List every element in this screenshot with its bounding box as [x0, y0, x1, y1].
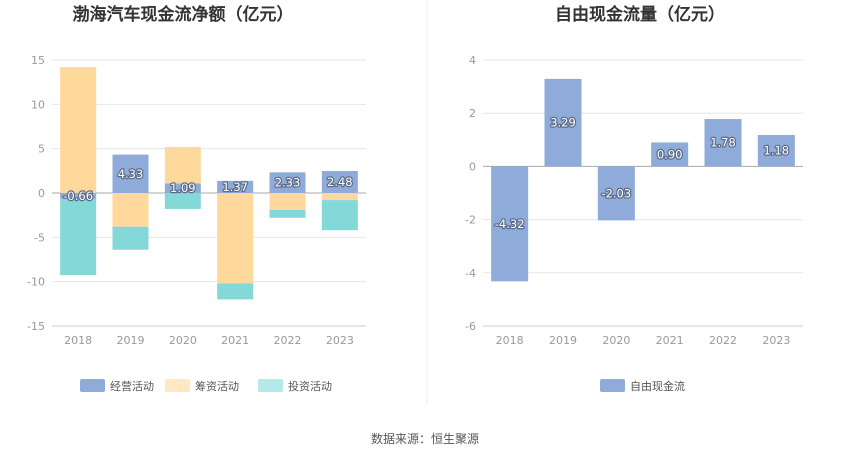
- data-label: 1.18: [764, 144, 790, 158]
- x-tick-label: 2019: [549, 334, 577, 347]
- data-label: 4.33: [118, 167, 144, 181]
- x-tick-label: 2023: [762, 334, 790, 347]
- y-tick-label: 0: [38, 187, 45, 200]
- x-tick-label: 2021: [656, 334, 684, 347]
- legend-label: 筹资活动: [195, 379, 239, 393]
- y-tick-label: 2: [469, 107, 476, 120]
- bar-free-cash-flow-2020: [597, 166, 635, 221]
- y-tick-label: 4: [469, 54, 476, 67]
- bar-free-cash-flow-2022: [704, 119, 742, 167]
- bar-investing-2020: [164, 193, 201, 209]
- cash-flow-net-chart: 渤海汽车现金流净额（亿元） 15 10 5 0 -5 -10 -15 2018 2019 2020 2…: [27, 4, 366, 393]
- data-label: -0.66: [63, 189, 93, 203]
- legend-swatch: [80, 379, 105, 392]
- free-cash-flow-chart: 自由现金流量（亿元） 4 2 0 -2 -4 -6 2018 2019 2020 2021 2022 2…: [465, 4, 803, 393]
- bar-operating-2018: [60, 193, 97, 199]
- legend-label: 投资活动: [288, 379, 332, 393]
- bar-financing-2023: [321, 193, 358, 201]
- bar-free-cash-flow-2019: [544, 78, 582, 167]
- bar-investing-2019: [112, 226, 149, 250]
- bar-operating-2020: [164, 183, 201, 193]
- bar-investing-2018: [60, 198, 97, 276]
- y-tick-label: -5: [34, 231, 45, 244]
- data-label: 1.78: [710, 136, 736, 150]
- bar-financing-2021: [217, 193, 254, 284]
- data-label: 1.09: [170, 181, 196, 195]
- y-tick-label: 10: [31, 98, 45, 111]
- data-label: 0.90: [657, 147, 683, 161]
- bar-financing-2022: [269, 193, 306, 210]
- data-source-note: 数据来源：恒生聚源: [371, 431, 479, 446]
- data-label: 3.29: [550, 116, 576, 130]
- x-tick-label: 2018: [64, 334, 92, 347]
- y-tick-label: -15: [27, 320, 45, 333]
- x-tick-label: 2022: [709, 334, 737, 347]
- data-label: 2.33: [275, 176, 301, 190]
- bar-free-cash-flow-2021: [651, 142, 689, 167]
- chart-title: 自由现金流量（亿元）: [555, 4, 725, 25]
- chart-title: 渤海汽车现金流净额（亿元）: [73, 4, 294, 25]
- data-label: -4.32: [495, 217, 525, 231]
- legend-swatch: [600, 379, 625, 392]
- bar-free-cash-flow-2023: [757, 135, 795, 167]
- y-tick-label: 15: [31, 54, 45, 67]
- bar-financing-2020: [164, 146, 201, 184]
- bar-investing-2021: [217, 283, 254, 300]
- x-tick-label: 2022: [274, 334, 302, 347]
- data-label: 2.48: [327, 175, 353, 189]
- x-tick-label: 2021: [221, 334, 249, 347]
- bar-investing-2022: [269, 209, 306, 218]
- bar-operating-2023: [321, 171, 358, 193]
- x-tick-label: 2020: [602, 334, 630, 347]
- data-label: -2.03: [601, 186, 631, 200]
- bar-financing-2019: [112, 193, 149, 227]
- y-tick-label: 5: [38, 143, 45, 156]
- x-tick-label: 2023: [326, 334, 354, 347]
- x-tick-label: 2020: [169, 334, 197, 347]
- y-tick-label: 0: [469, 160, 476, 173]
- x-tick-label: 2019: [117, 334, 145, 347]
- bar-operating-2022: [269, 172, 306, 193]
- y-tick-label: -4: [465, 267, 476, 280]
- bar-operating-2019: [112, 154, 149, 193]
- data-label: 1.37: [222, 180, 248, 194]
- legend-swatch: [258, 379, 283, 392]
- x-tick-label: 2018: [496, 334, 524, 347]
- bar-free-cash-flow-2018: [491, 166, 529, 282]
- bar-investing-2023: [321, 200, 358, 231]
- legend-label: 经营活动: [110, 379, 154, 393]
- legend-label: 自由现金流: [630, 379, 685, 393]
- legend-swatch: [165, 379, 190, 392]
- bar-operating-2021: [217, 180, 254, 193]
- y-tick-label: -2: [465, 214, 476, 227]
- bar-financing-2018: [60, 67, 97, 193]
- y-tick-label: -6: [465, 320, 476, 333]
- y-tick-label: -10: [27, 276, 45, 289]
